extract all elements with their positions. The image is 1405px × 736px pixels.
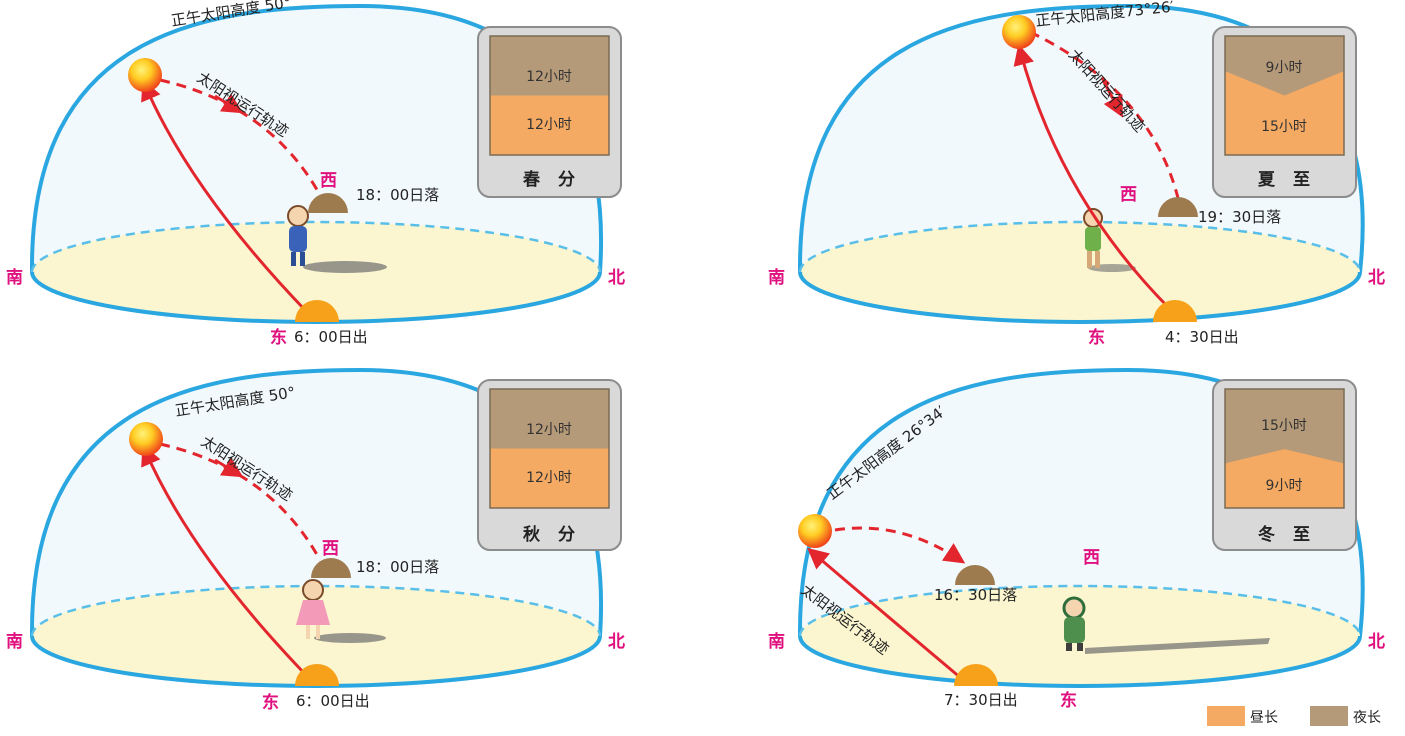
sun-path-rise (141, 444, 307, 676)
sunrise-half-sun (954, 664, 998, 686)
south-label: 南 (6, 267, 23, 288)
south-label: 南 (6, 631, 23, 652)
night-hours: 9小时 (1266, 60, 1303, 76)
season-title: 秋 分 (523, 524, 581, 545)
season-title: 冬 至 (1258, 524, 1316, 545)
sunset-half-sun (311, 558, 351, 578)
legend-day-label: 昼长 (1250, 710, 1278, 726)
night-hours: 12小时 (526, 69, 572, 85)
day-hours: 15小时 (1261, 119, 1307, 135)
sun-path-set (1029, 30, 1180, 199)
shadow (314, 633, 386, 643)
horizon-front (798, 635, 1362, 688)
sunset-time: 18：00日落 (356, 186, 439, 204)
sun-path-arrow (214, 457, 244, 478)
sunrise-time: 7：30日出 (944, 691, 1018, 709)
horizon-back (30, 584, 602, 637)
legend: 昼长 夜长 (1207, 706, 1381, 726)
sun-path-rise (141, 79, 307, 312)
child-figure (287, 205, 309, 266)
day-portion (1225, 449, 1344, 508)
legend-night-swatch (1310, 706, 1348, 726)
east-label: 东 (1088, 327, 1105, 348)
day-night-box: 12小时 12小时 秋 分 (477, 379, 622, 551)
east-label: 东 (262, 692, 279, 713)
sunset-half-sun (955, 565, 995, 585)
child-figure (1083, 208, 1103, 268)
night-hours: 15小时 (1261, 418, 1307, 434)
sun-path-arrow (1101, 79, 1123, 118)
day-portion (490, 95, 609, 155)
horizon-back (798, 584, 1362, 637)
day-hours: 12小时 (526, 470, 572, 486)
night-hours: 12小时 (526, 422, 572, 438)
sun-path-set (159, 78, 322, 196)
sun-icon (128, 58, 162, 92)
day-night-box: 15小时 9小时 冬 至 (1212, 379, 1357, 551)
sun-icon (129, 422, 163, 456)
panel-autumn-equinox: 正午太阳高度 50° 太阳视运行轨迹 西 18：00日落 南 北 东 6：00日… (6, 367, 625, 713)
shadow (303, 261, 387, 273)
east-label: 东 (270, 327, 287, 348)
sunrise-half-sun (295, 300, 339, 322)
north-label: 北 (1368, 268, 1385, 288)
sunrise-time: 4：30日出 (1165, 328, 1239, 346)
sunrise-half-sun (295, 664, 339, 686)
legend-night-label: 夜长 (1353, 710, 1381, 726)
ground-plane (800, 222, 1360, 322)
ground-plane (32, 222, 600, 322)
west-label: 西 (1083, 548, 1100, 568)
east-label: 东 (1060, 690, 1077, 711)
sunset-time: 19：30日落 (1198, 208, 1281, 226)
sunrise-time: 6：00日出 (296, 692, 370, 710)
horizon-front (798, 271, 1362, 324)
sunrise-half-sun (1153, 300, 1197, 322)
sun-path-set (159, 442, 322, 561)
west-label: 西 (1120, 185, 1137, 205)
sun-path-arrow (214, 93, 244, 114)
season-title: 春 分 (523, 169, 581, 190)
south-label: 南 (768, 267, 785, 288)
sunset-time: 16：30日落 (934, 586, 1017, 604)
day-night-box: 12小时 12小时 春 分 (477, 26, 622, 198)
day-portion (1225, 71, 1344, 155)
day-night-box: 9小时 15小时 夏 至 (1212, 26, 1357, 198)
panel-spring-equinox: 正午太阳高度 50° 太阳视运行轨迹 西 18：00日落 南 北 东 6：00日… (6, 0, 625, 348)
sun-path-rise (1013, 43, 1175, 314)
shadow (1085, 638, 1270, 654)
day-hours: 12小时 (526, 117, 572, 133)
panel-winter-solstice: 正午太阳高度 26°34′ 太阳视运行轨迹 西 16：30日落 南 北 7：30… (768, 367, 1385, 711)
child-figure (296, 579, 330, 639)
north-label: 北 (608, 268, 625, 288)
north-label: 北 (608, 632, 625, 652)
season-title: 夏 至 (1258, 170, 1316, 190)
sunset-half-sun (308, 193, 348, 213)
day-hours: 9小时 (1266, 478, 1303, 494)
sun-icon (798, 514, 832, 548)
sunset-half-sun (1158, 197, 1198, 217)
child-figure (1062, 596, 1086, 651)
panel-summer-solstice: 正午太阳高度73°26′ 太阳视运行轨迹 西 19：30日落 南 北 东 4：3… (768, 0, 1385, 348)
horizon-back (798, 220, 1362, 273)
sunset-time: 18：00日落 (356, 558, 439, 576)
south-label: 南 (768, 631, 785, 652)
sun-icon (1002, 15, 1036, 49)
sunrise-time: 6：00日出 (294, 328, 368, 346)
north-label: 北 (1368, 632, 1385, 652)
sun-path-rise (807, 547, 969, 686)
west-label: 西 (320, 171, 337, 191)
horizon-back (30, 220, 602, 273)
day-portion (490, 448, 609, 508)
legend-day-swatch (1207, 706, 1245, 726)
west-label: 西 (322, 539, 339, 559)
